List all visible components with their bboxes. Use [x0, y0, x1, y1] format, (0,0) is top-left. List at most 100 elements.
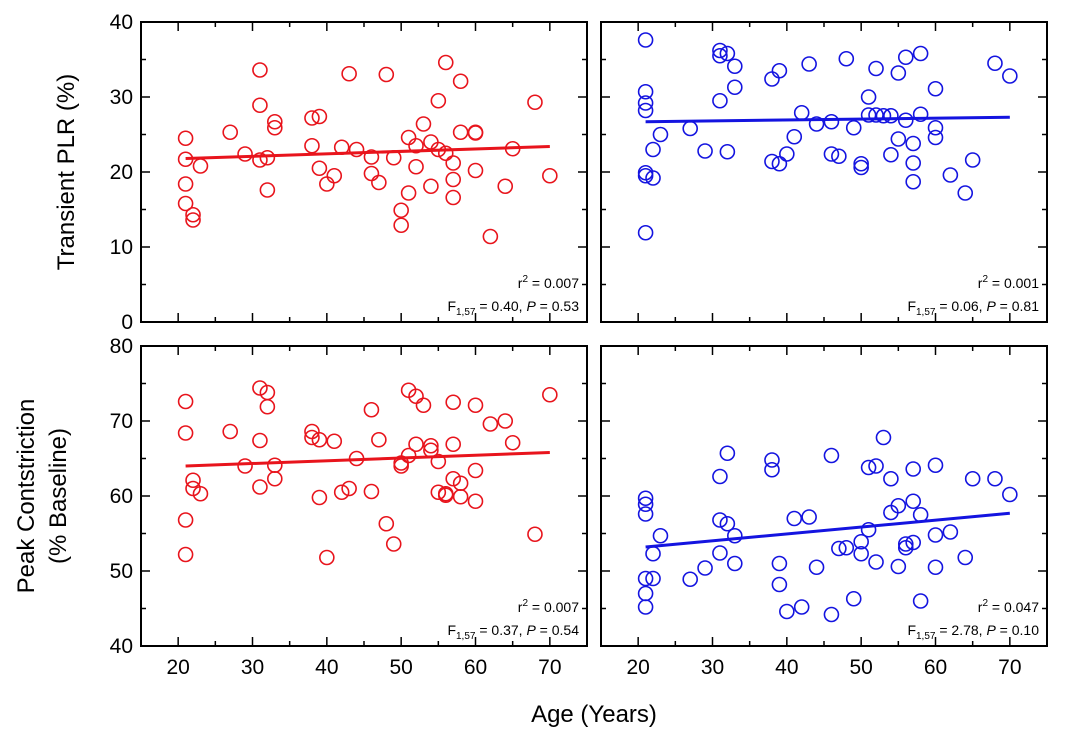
data-point [808, 559, 825, 576]
y-tick-label: 50 [110, 560, 133, 583]
data-point [942, 524, 959, 540]
data-point [408, 158, 424, 175]
data-point [645, 170, 661, 186]
data-point [385, 149, 402, 166]
data-point [831, 148, 847, 165]
regression-line [185, 451, 550, 468]
data-point [363, 165, 380, 182]
y-tick-label: 10 [110, 236, 133, 259]
data-point [771, 155, 788, 172]
data-point [637, 490, 654, 507]
data-point [637, 102, 654, 119]
data-point [408, 137, 424, 154]
data-point [467, 124, 484, 141]
data-point [823, 146, 840, 162]
data-point [400, 185, 417, 201]
data-point [393, 202, 409, 219]
data-point [333, 139, 350, 156]
r-squared-annotation: r2 = 0.007 [518, 274, 579, 291]
data-point [527, 526, 543, 543]
regression-line [185, 145, 550, 160]
data-point [363, 483, 380, 500]
data-point [927, 527, 944, 543]
data-point [467, 493, 484, 510]
data-point [801, 56, 817, 72]
data-point [304, 137, 320, 154]
data-point [423, 134, 439, 150]
data-point [378, 66, 395, 83]
data-point [415, 397, 432, 414]
data-point [912, 506, 929, 523]
data-point [927, 80, 944, 97]
data-point [637, 585, 654, 602]
data-point [393, 458, 409, 474]
y-axis-title-bottom-line2: (% Baseline) [45, 428, 72, 564]
data-point [719, 45, 736, 62]
data-point [652, 527, 669, 544]
data-point [252, 380, 268, 396]
data-point [445, 436, 462, 453]
data-point [482, 228, 499, 245]
data-point [987, 55, 1003, 72]
data-point [341, 480, 357, 497]
data-point [838, 50, 855, 67]
data-point [452, 488, 469, 505]
data-point [942, 167, 959, 183]
data-point [445, 470, 462, 487]
data-point [645, 545, 661, 562]
data-point [712, 47, 728, 64]
data-point [437, 54, 454, 71]
data-point [853, 155, 869, 172]
data-point [719, 515, 736, 532]
data-point [304, 429, 320, 446]
data-point [786, 510, 803, 527]
panel-top-left: 0 10 20 30 40 r2 = 0.007 F1,57 = 0.40, P = 0.5… [110, 11, 588, 334]
data-point [177, 176, 194, 192]
data-point [801, 509, 817, 525]
data-point [868, 458, 884, 474]
data-point [222, 423, 238, 440]
data-point [266, 457, 283, 474]
data-point [905, 135, 922, 152]
data-point [252, 432, 268, 449]
f-stat-annotation: F1,57 = 0.06, P = 0.81 [907, 298, 1039, 318]
data-point [363, 149, 380, 165]
data-point [764, 461, 780, 478]
x-tick-label: 60 [464, 656, 487, 679]
y-tick-label: 20 [110, 161, 133, 184]
data-point [445, 155, 462, 171]
data-point [319, 549, 335, 566]
r-squared-annotation: r2 = 0.007 [518, 598, 579, 615]
data-point [897, 49, 914, 66]
data-point [645, 141, 661, 158]
data-point [527, 94, 543, 111]
data-point [326, 167, 343, 184]
data-point [637, 570, 654, 587]
data-point [853, 545, 869, 562]
data-point [252, 62, 268, 78]
data-point [883, 146, 899, 163]
data-point [252, 97, 268, 114]
data-point [905, 493, 922, 510]
data-point [259, 149, 276, 166]
data-point [423, 442, 439, 459]
data-point [897, 536, 914, 552]
x-tick-label: 70 [998, 656, 1021, 679]
data-point [964, 152, 981, 168]
data-point [333, 484, 350, 501]
data-point [957, 549, 974, 566]
data-point [1002, 68, 1018, 84]
f-stat-annotation: F1,57 = 0.40, P = 0.53 [447, 298, 579, 318]
data-point [905, 173, 922, 190]
data-point [883, 107, 899, 124]
regression-line [645, 115, 1010, 124]
y-tick-label: 80 [110, 335, 133, 358]
data-point [177, 151, 194, 168]
data-point [542, 386, 558, 403]
data-point [185, 472, 201, 489]
y-tick-label: 60 [110, 485, 133, 508]
data-point [177, 425, 194, 441]
data-point [504, 140, 521, 157]
y-axis-title-bottom-line1: Peak Contstriction [13, 399, 40, 594]
